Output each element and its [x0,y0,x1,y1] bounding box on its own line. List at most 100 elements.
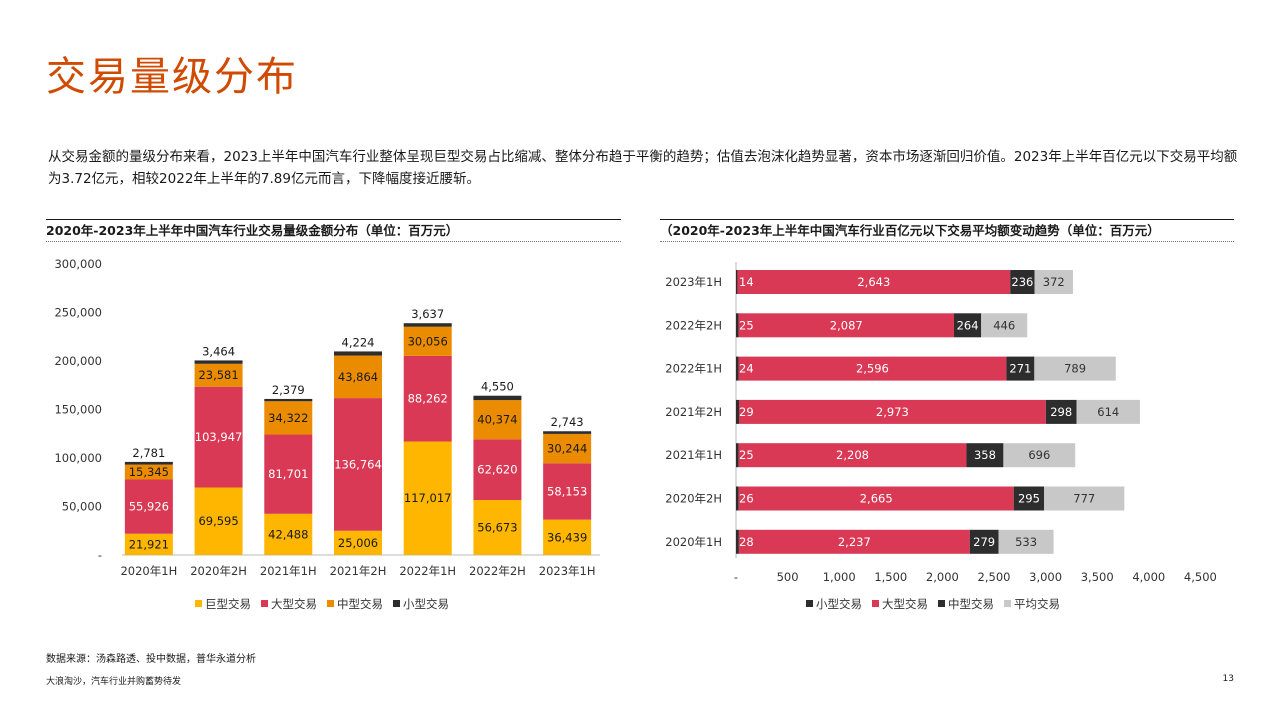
bar-segment-中型交易 [1045,399,1077,424]
legend-swatch [195,600,202,607]
bar-segment-中型交易 [334,355,382,399]
data-label: 2,379 [272,383,305,397]
legend-item: 小型交易 [806,596,862,612]
y-tick-label: 2022年1H [665,362,722,376]
x-tick-label: 500 [777,570,799,584]
y-tick-label: 100,000 [54,451,102,465]
data-label: 2,237 [838,535,871,549]
chart2-title: （2020年-2023年上半年中国汽车行业百亿元以下交易平均额变动趋势（单位：百… [660,219,1234,242]
data-label: 2,643 [857,275,890,289]
bar-segment-巨型交易 [543,519,592,555]
bar-segment-大型交易 [738,443,967,468]
data-label: 25,006 [338,536,378,550]
y-tick-label: 50,000 [62,500,102,514]
data-label: 36,439 [547,530,587,544]
legend-item: 平均交易 [1004,596,1060,612]
x-tick-label: 2021年2H [330,564,387,578]
stacked-column-chart: - 50,000 100,000 150,000 200,000 250,000 300,0… [54,257,600,578]
bar-segment-大型交易 [738,529,970,554]
data-label: 533 [1015,535,1037,549]
bar-segment-大型交易 [473,439,522,501]
bar-segment-小型交易 [543,431,592,434]
data-label: 81,701 [268,467,308,481]
bar-segment-小型交易 [403,323,452,327]
bar-segment-巨型交易 [264,513,313,555]
x-tick-label: 2,500 [978,570,1011,584]
data-label: 30,056 [408,334,448,348]
bar-segment-中型交易 [543,433,592,464]
legend-swatch [872,600,879,607]
bar-segment-中型交易 [473,400,522,440]
bar-segment-小型交易 [736,313,739,338]
data-label: 26 [739,492,754,506]
page-title: 交易量级分布 [46,54,298,100]
legend-item: 大型交易 [872,596,928,612]
x-tick-label: - [734,570,738,584]
x-tick-label: 1,000 [823,570,856,584]
x-tick-label: 3,500 [1081,570,1114,584]
data-label: 279 [973,535,995,549]
data-label: 2,087 [830,318,863,332]
bar-segment-中型交易 [194,363,243,387]
bar-segment-大型交易 [543,463,592,520]
data-label: 30,244 [547,442,587,456]
data-source: 数据来源：汤森路透、投中数据，普华永道分析 [46,654,256,665]
bar-segment-大型交易 [264,434,313,514]
bar-segment-大型交易 [403,355,452,442]
x-tick-label: 1,500 [874,570,907,584]
page-number: 13 [1222,674,1234,684]
data-label: 25 [739,448,754,462]
data-label: 696 [1028,448,1050,462]
data-label: 789 [1064,362,1086,376]
bar-segment-大型交易 [737,270,1011,294]
data-label: 2,743 [551,415,584,429]
data-label: 29 [739,405,754,419]
y-tick-label: 300,000 [54,257,102,271]
legend-swatch [938,600,945,607]
data-label: 446 [993,318,1015,332]
legend-item: 中型交易 [327,596,383,612]
data-label: 56,673 [477,521,517,535]
bar-segment-大型交易 [334,398,382,531]
data-label: 24 [739,362,754,376]
legend-label: 平均交易 [1014,597,1060,611]
bar-segment-巨型交易 [194,487,243,555]
bar-segment-小型交易 [736,270,738,294]
bar-segment-大型交易 [738,486,1014,511]
legend-item: 巨型交易 [195,596,251,612]
data-label: 25 [739,318,754,332]
x-tick-label: 2020年2H [190,564,247,578]
y-tick-label: - [98,548,102,562]
x-tick-label: 2020年1H [120,564,177,578]
data-label: 15,345 [129,465,169,479]
bar-segment-中型交易 [1013,486,1045,511]
data-label: 14 [739,275,754,289]
chart2-legend: 小型交易 大型交易 中型交易 平均交易 [806,596,1070,612]
bar-segment-小型交易 [124,461,173,465]
chart1-legend: 巨型交易 大型交易 中型交易 小型交易 [195,596,459,612]
legend-swatch [327,600,334,607]
legend-label: 中型交易 [948,597,994,611]
bar-segment-平均交易 [981,313,1028,338]
data-label: 117,017 [404,491,452,505]
data-label: 58,153 [547,484,587,498]
data-label: 43,864 [338,370,378,384]
bar-segment-大型交易 [738,313,954,338]
bar-segment-中型交易 [403,326,452,356]
x-tick-label: 3,000 [1029,570,1062,584]
bar-segment-大型交易 [738,356,1007,381]
legend-label: 小型交易 [403,597,449,611]
bar-segment-平均交易 [1044,486,1125,511]
legend-label: 大型交易 [882,597,928,611]
y-tick-label: 2020年1H [665,535,722,549]
bar-segment-巨型交易 [473,500,522,555]
y-tick-label: 250,000 [54,306,102,320]
data-label: 28 [739,535,754,549]
data-label: 88,262 [408,392,448,406]
data-label: 2,208 [836,448,869,462]
legend-item: 小型交易 [393,596,449,612]
data-label: 358 [974,448,996,462]
legend-swatch [806,600,813,607]
stacked-bar-chart: 2023年1H 14 2,643 236 372 2022年2H 25 2,087 264 446… [665,262,1217,584]
data-label: 614 [1097,405,1119,419]
